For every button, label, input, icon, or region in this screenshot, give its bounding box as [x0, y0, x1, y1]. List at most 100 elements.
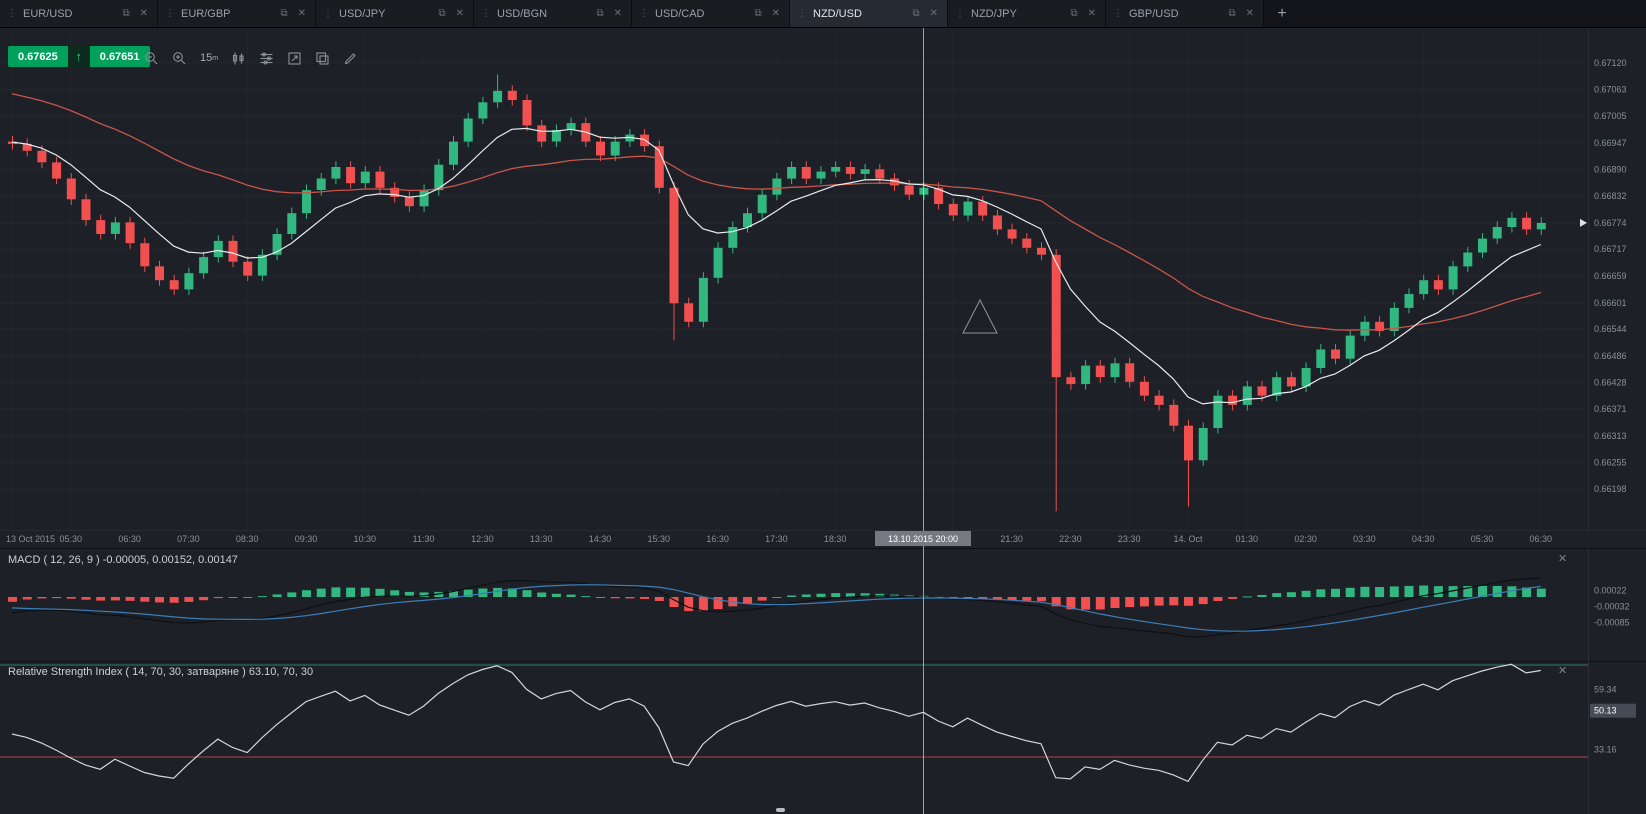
tab-grip-icon: ⋮	[165, 8, 175, 19]
tab-eur-usd[interactable]: ⋮ EUR/USD ⧉ ✕	[0, 0, 158, 27]
tab-popout-icon[interactable]: ⧉	[1070, 8, 1078, 19]
chart-toolbar: 15 m	[144, 50, 358, 66]
svg-text:05:30: 05:30	[1471, 534, 1494, 544]
svg-text:14:30: 14:30	[589, 534, 612, 544]
draw-icon[interactable]	[343, 51, 358, 66]
svg-text:06:30: 06:30	[118, 534, 141, 544]
tab-popout-icon[interactable]: ⧉	[912, 8, 920, 19]
svg-text:0.66947: 0.66947	[1594, 138, 1627, 148]
svg-text:13:30: 13:30	[530, 534, 553, 544]
svg-text:09:30: 09:30	[295, 534, 318, 544]
svg-text:23:30: 23:30	[1118, 534, 1141, 544]
rsi-close-icon[interactable]: ✕	[1558, 665, 1568, 677]
tab-popout-icon[interactable]: ⧉	[122, 8, 130, 19]
direction-up-icon: ↑	[67, 46, 90, 67]
svg-text:0.66544: 0.66544	[1594, 324, 1627, 334]
tab-eur-gbp[interactable]: ⋮ EUR/GBP ⧉ ✕	[158, 0, 316, 27]
tab-close-icon[interactable]: ✕	[297, 8, 306, 19]
tab-usd-bgn[interactable]: ⋮ USD/BGN ⧉ ✕	[474, 0, 632, 27]
tab-close-icon[interactable]: ✕	[139, 8, 148, 19]
svg-text:0.66890: 0.66890	[1594, 164, 1627, 174]
tab-grip-icon: ⋮	[639, 8, 649, 19]
svg-text:0.67120: 0.67120	[1594, 58, 1627, 68]
quote-buttons: 0.67625 ↑ 0.67651	[8, 46, 150, 67]
tab-label: EUR/USD	[23, 7, 73, 20]
tab-label: NZD/JPY	[971, 7, 1017, 20]
svg-text:0.67005: 0.67005	[1594, 111, 1627, 121]
svg-text:10:30: 10:30	[354, 534, 377, 544]
svg-text:15:30: 15:30	[648, 534, 671, 544]
ma-slow-line	[11, 93, 1541, 331]
svg-text:08:30: 08:30	[236, 534, 259, 544]
tab-close-icon[interactable]: ✕	[613, 8, 622, 19]
tab-popout-icon[interactable]: ⧉	[1228, 8, 1236, 19]
tab-close-icon[interactable]: ✕	[1245, 8, 1254, 19]
timeframe-button[interactable]: 15 m	[200, 52, 219, 64]
tab-close-icon[interactable]: ✕	[1087, 8, 1096, 19]
timeframe-unit: m	[212, 54, 219, 62]
price-chart[interactable]: 0.67120 0.67063 0.67005 0.66947 0.66890 0.668…	[0, 28, 1646, 530]
tab-popout-icon[interactable]: ⧉	[596, 8, 604, 19]
tab-nzd-usd[interactable]: ⋮ NZD/USD ⧉ ✕	[790, 0, 948, 27]
buy-button[interactable]: 0.67651	[89, 46, 150, 67]
svg-text:0.66428: 0.66428	[1594, 378, 1627, 388]
svg-text:01:30: 01:30	[1236, 534, 1259, 544]
indicators-icon[interactable]	[259, 51, 274, 66]
rsi-axis-labels: 59.34 50.13 33.16	[1590, 685, 1636, 755]
rsi-title: Relative Strength Index ( 14, 70, 30, за…	[8, 666, 314, 678]
triangle-annotation[interactable]	[962, 298, 998, 334]
tab-bar: ⋮ EUR/USD ⧉ ✕ ⋮ EUR/GBP ⧉ ✕ ⋮ USD/JPY ⧉ ✕ ⋮ USD/BGN ⧉ ✕…	[0, 0, 1646, 28]
add-tab-button[interactable]: +	[1277, 4, 1287, 22]
zoom-out-icon[interactable]	[144, 51, 159, 66]
svg-text:-0.00032: -0.00032	[1594, 602, 1630, 612]
time-axis-labels: 13 Oct 2015 05:30 06:30 07:30 08:30 09:30 10:3…	[6, 534, 1552, 544]
panel-resize-handle[interactable]	[776, 808, 785, 812]
tab-grip-icon: ⋮	[481, 8, 491, 19]
price-axis-labels: 0.67120 0.67063 0.67005 0.66947 0.66890 0.668…	[1594, 58, 1627, 494]
macd-chart[interactable]: 0.00022 -0.00032 -0.00085	[0, 548, 1646, 661]
macd-histogram	[8, 585, 1546, 612]
svg-text:0.66486: 0.66486	[1594, 351, 1627, 361]
tab-close-icon[interactable]: ✕	[771, 8, 780, 19]
tab-label: GBP/USD	[1129, 7, 1179, 20]
tab-popout-icon[interactable]: ⧉	[438, 8, 446, 19]
rsi-value-badge	[1590, 703, 1636, 718]
svg-text:06:30: 06:30	[1530, 534, 1553, 544]
svg-text:0.00022: 0.00022	[1594, 585, 1627, 595]
tab-usd-jpy[interactable]: ⋮ USD/JPY ⧉ ✕	[316, 0, 474, 27]
chart-type-icon[interactable]	[231, 51, 246, 66]
tab-nzd-jpy[interactable]: ⋮ NZD/JPY ⧉ ✕	[948, 0, 1106, 27]
tab-close-icon[interactable]: ✕	[455, 8, 464, 19]
svg-text:22:30: 22:30	[1059, 534, 1082, 544]
svg-text:12:30: 12:30	[471, 534, 494, 544]
candles	[8, 74, 1546, 512]
tab-gbp-usd[interactable]: ⋮ GBP/USD ⧉ ✕	[1106, 0, 1264, 27]
tab-label: EUR/GBP	[181, 7, 231, 20]
tab-grip-icon: ⋮	[323, 8, 333, 19]
svg-text:-0.00085: -0.00085	[1594, 618, 1630, 628]
svg-text:11:30: 11:30	[413, 534, 435, 544]
snapshot-icon[interactable]	[287, 51, 302, 66]
time-axis: 13 Oct 2015 05:30 06:30 07:30 08:30 09:30 10:3…	[0, 530, 1646, 544]
svg-text:04:30: 04:30	[1412, 534, 1435, 544]
chart-stage[interactable]: 0.67120 0.67063 0.67005 0.66947 0.66890 0.668…	[0, 28, 1646, 814]
svg-text:02:30: 02:30	[1294, 534, 1317, 544]
svg-text:0.66371: 0.66371	[1594, 404, 1627, 414]
svg-text:59.34: 59.34	[1594, 685, 1617, 695]
copy-chart-icon[interactable]	[315, 51, 330, 66]
tab-popout-icon[interactable]: ⧉	[754, 8, 762, 19]
zoom-in-icon[interactable]	[172, 51, 187, 66]
grid	[0, 28, 1588, 530]
macd-close-icon[interactable]: ✕	[1558, 553, 1568, 565]
svg-text:33.16: 33.16	[1594, 745, 1617, 755]
tab-usd-cad[interactable]: ⋮ USD/CAD ⧉ ✕	[632, 0, 790, 27]
macd-axis-labels: 0.00022 -0.00032 -0.00085	[1594, 585, 1630, 627]
macd-signal-line	[11, 584, 1541, 632]
tab-popout-icon[interactable]: ⧉	[280, 8, 288, 19]
rsi-chart[interactable]: 59.34 50.13 33.16	[0, 661, 1646, 814]
tab-close-icon[interactable]: ✕	[929, 8, 938, 19]
svg-text:03:30: 03:30	[1353, 534, 1376, 544]
tab-grip-icon: ⋮	[1113, 8, 1123, 19]
svg-text:0.66717: 0.66717	[1594, 244, 1627, 254]
sell-button[interactable]: 0.67625	[8, 46, 68, 67]
